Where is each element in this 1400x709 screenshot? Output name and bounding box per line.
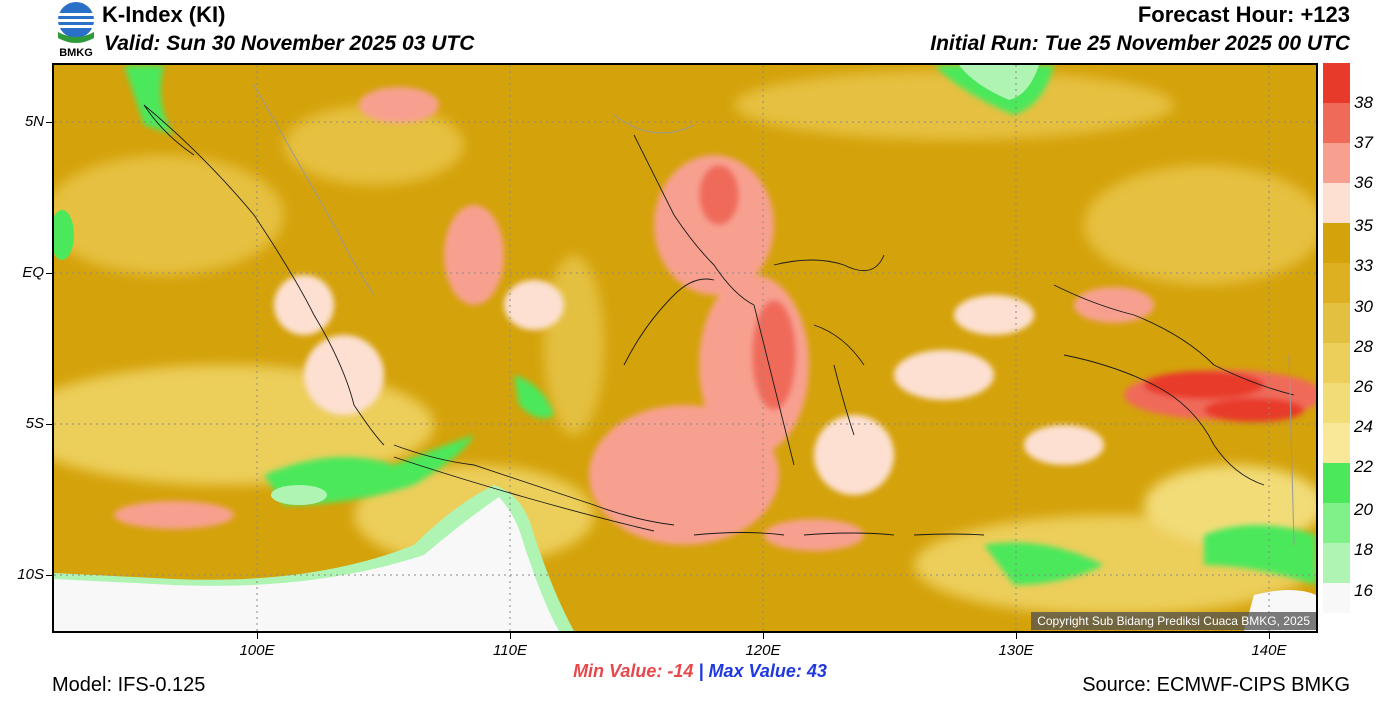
lon-tick <box>1269 633 1270 639</box>
gridlines <box>54 65 1316 631</box>
model-label: Model: IFS-0.125 <box>52 674 206 696</box>
copyright-notice: Copyright Sub Bidang Prediksi Cuaca BMKG… <box>1031 612 1316 630</box>
logo-text: BMKG <box>59 47 93 59</box>
lat-tick <box>46 575 52 576</box>
colorbar-label: 30 <box>1354 297 1373 316</box>
colorbar-segment <box>1323 583 1350 613</box>
colorbar-segment <box>1323 303 1350 343</box>
colorbar-segment <box>1323 183 1350 223</box>
colorbar-label: 18 <box>1354 540 1373 559</box>
lon-tick <box>510 633 511 639</box>
lon-label: 110E <box>493 642 527 659</box>
k-index-map <box>52 63 1318 633</box>
lon-label: 140E <box>1251 642 1287 659</box>
colorbar-label: 20 <box>1354 500 1373 519</box>
colorbar <box>1323 63 1350 613</box>
lon-label: 120E <box>745 642 781 659</box>
lon-label: 130E <box>998 642 1034 659</box>
colorbar-label: 38 <box>1354 93 1373 112</box>
valid-time: Valid: Sun 30 November 2025 03 UTC <box>104 32 475 55</box>
source-label: Source: ECMWF-CIPS BMKG <box>1082 674 1350 696</box>
colorbar-label: 26 <box>1354 377 1373 396</box>
forecast-hour: Forecast Hour: +123 <box>1137 2 1350 27</box>
lat-label: 10S <box>17 566 44 583</box>
lon-label: 100E <box>239 642 275 659</box>
colorbar-label: 16 <box>1354 581 1373 600</box>
colorbar-label: 37 <box>1354 133 1373 152</box>
lon-tick <box>1016 633 1017 639</box>
colorbar-label: 35 <box>1354 216 1373 235</box>
low-index-zones <box>54 65 1316 585</box>
colorbar-segment <box>1323 383 1350 423</box>
map-canvas <box>54 65 1316 631</box>
min-value: -14 <box>667 661 694 681</box>
colorbar-label: 33 <box>1354 256 1373 275</box>
colorbar-segment <box>1323 263 1350 303</box>
min-max-separator: | <box>698 661 704 681</box>
lat-tick <box>46 122 52 123</box>
min-max-line: Min Value: -14 | Max Value: 43 <box>0 661 1400 682</box>
lat-tick <box>46 424 52 425</box>
colorbar-label: 36 <box>1354 173 1373 192</box>
colorbar-segment <box>1323 63 1350 103</box>
colorbar-label: 22 <box>1354 457 1373 476</box>
colorbar-segment <box>1323 103 1350 143</box>
lat-tick <box>46 273 52 274</box>
colorbar-segment <box>1323 143 1350 183</box>
colorbar-segment <box>1323 503 1350 543</box>
max-value: 43 <box>806 661 827 681</box>
max-label: Max Value: <box>708 661 802 681</box>
colorbar-segment <box>1323 223 1350 263</box>
min-label: Min Value: <box>573 661 663 681</box>
lon-tick <box>763 633 764 639</box>
lon-tick <box>257 633 258 639</box>
colorbar-segment <box>1323 463 1350 503</box>
coastlines <box>143 104 1295 536</box>
colorbar-segment <box>1323 343 1350 383</box>
chart-title: K-Index (KI) <box>102 2 226 27</box>
initial-run: Initial Run: Tue 25 November 2025 00 UTC <box>930 32 1350 55</box>
bmkg-logo <box>52 0 100 60</box>
lat-label: 5S <box>25 415 44 432</box>
borders <box>253 84 1295 546</box>
colorbar-segment <box>1323 543 1350 583</box>
colorbar-label: 28 <box>1354 337 1373 356</box>
colorbar-segment <box>1323 423 1350 463</box>
high-index-zones <box>114 87 1316 551</box>
lat-label: 5N <box>24 113 44 130</box>
lat-label: EQ <box>22 264 44 281</box>
colorbar-label: 24 <box>1354 417 1373 436</box>
